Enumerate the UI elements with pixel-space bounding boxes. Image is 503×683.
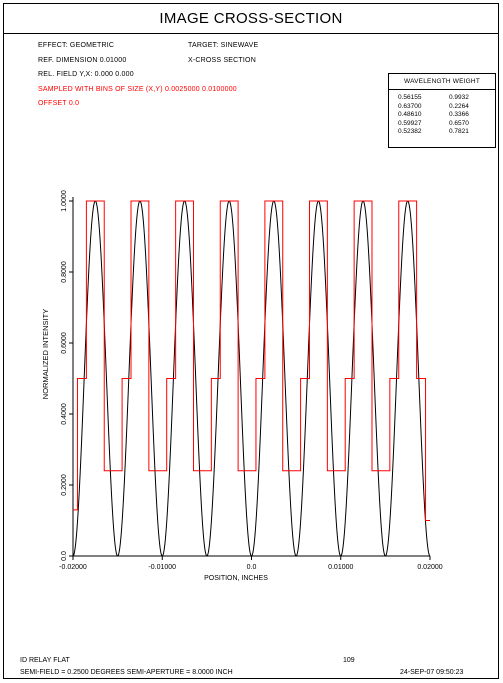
footer-name: ID RELAY FLAT	[20, 657, 70, 664]
footer-page-number: 109	[343, 657, 355, 664]
x-tick-label: 0.0	[247, 564, 257, 571]
y-tick-label: 0.6000	[61, 332, 68, 354]
x-tick-label: -0.02000	[59, 564, 87, 571]
y-tick-label: 0.2000	[61, 474, 68, 496]
y-tick-label: 0.0	[61, 551, 68, 561]
plot-layer: 0.0 0.2000 0.4000 0.6000 0.8000 1.0000 -0.0200…	[59, 190, 443, 571]
y-tick-label: 0.4000	[61, 403, 68, 425]
x-tick-label: 0.02000	[417, 564, 442, 571]
footer-semi-field: SEMI-FIELD = 0.2500 DEGREES SEMI-APERTUR…	[20, 669, 233, 676]
x-tick-label: 0.01000	[328, 564, 353, 571]
y-axis-label: NORMALIZED INTENSITY	[41, 309, 50, 399]
x-tick-label: -0.01000	[148, 564, 176, 571]
image-step-line	[73, 201, 430, 521]
x-axis-label: POSITION, INCHES	[204, 575, 268, 582]
y-tick-label: 0.8000	[61, 261, 68, 283]
y-tick-label: 1.0000	[61, 190, 68, 212]
footer-date: 24-SEP-07 09:50:23	[400, 669, 463, 676]
